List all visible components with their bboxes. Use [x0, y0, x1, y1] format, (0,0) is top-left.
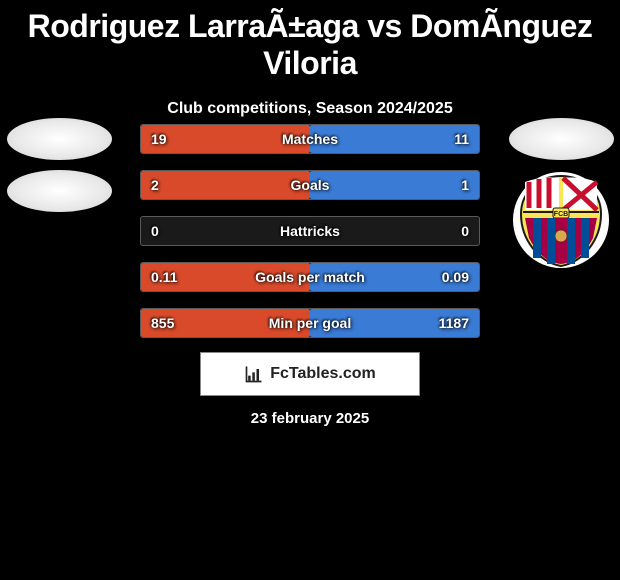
subtitle: Club competitions, Season 2024/2025 — [0, 100, 620, 118]
stat-label: Hattricks — [141, 217, 479, 245]
date-label: 23 february 2025 — [0, 410, 620, 427]
stat-label: Matches — [141, 125, 479, 153]
club-left-ellipse — [7, 170, 112, 212]
stat-row: 0.110.09Goals per match — [140, 262, 480, 292]
page-title: Rodriguez LarraÃ±aga vs DomÃnguez Vilori… — [0, 8, 620, 82]
source-brand: FcTables.com — [270, 365, 376, 383]
bar-chart-icon — [244, 364, 264, 384]
stat-row: 21Goals — [140, 170, 480, 200]
stat-row: 00Hattricks — [140, 216, 480, 246]
club-right-crest: FCB — [511, 170, 611, 270]
player-left-ellipse — [7, 118, 112, 160]
source-attribution: FcTables.com — [200, 352, 420, 396]
stat-row: 8551187Min per goal — [140, 308, 480, 338]
stat-row: 1911Matches — [140, 124, 480, 154]
svg-text:FCB: FCB — [554, 211, 568, 218]
stat-label: Goals per match — [141, 263, 479, 291]
barcelona-crest-icon: FCB — [511, 170, 611, 270]
stat-label: Goals — [141, 171, 479, 199]
player-left-avatar-area — [4, 118, 114, 222]
player-right-ellipse — [509, 118, 614, 160]
player-right-avatar-area: FCB — [506, 118, 616, 270]
stat-label: Min per goal — [141, 309, 479, 337]
stats-table: 1911Matches 21Goals 00Hattricks 0.110.09Goa… — [140, 124, 480, 354]
